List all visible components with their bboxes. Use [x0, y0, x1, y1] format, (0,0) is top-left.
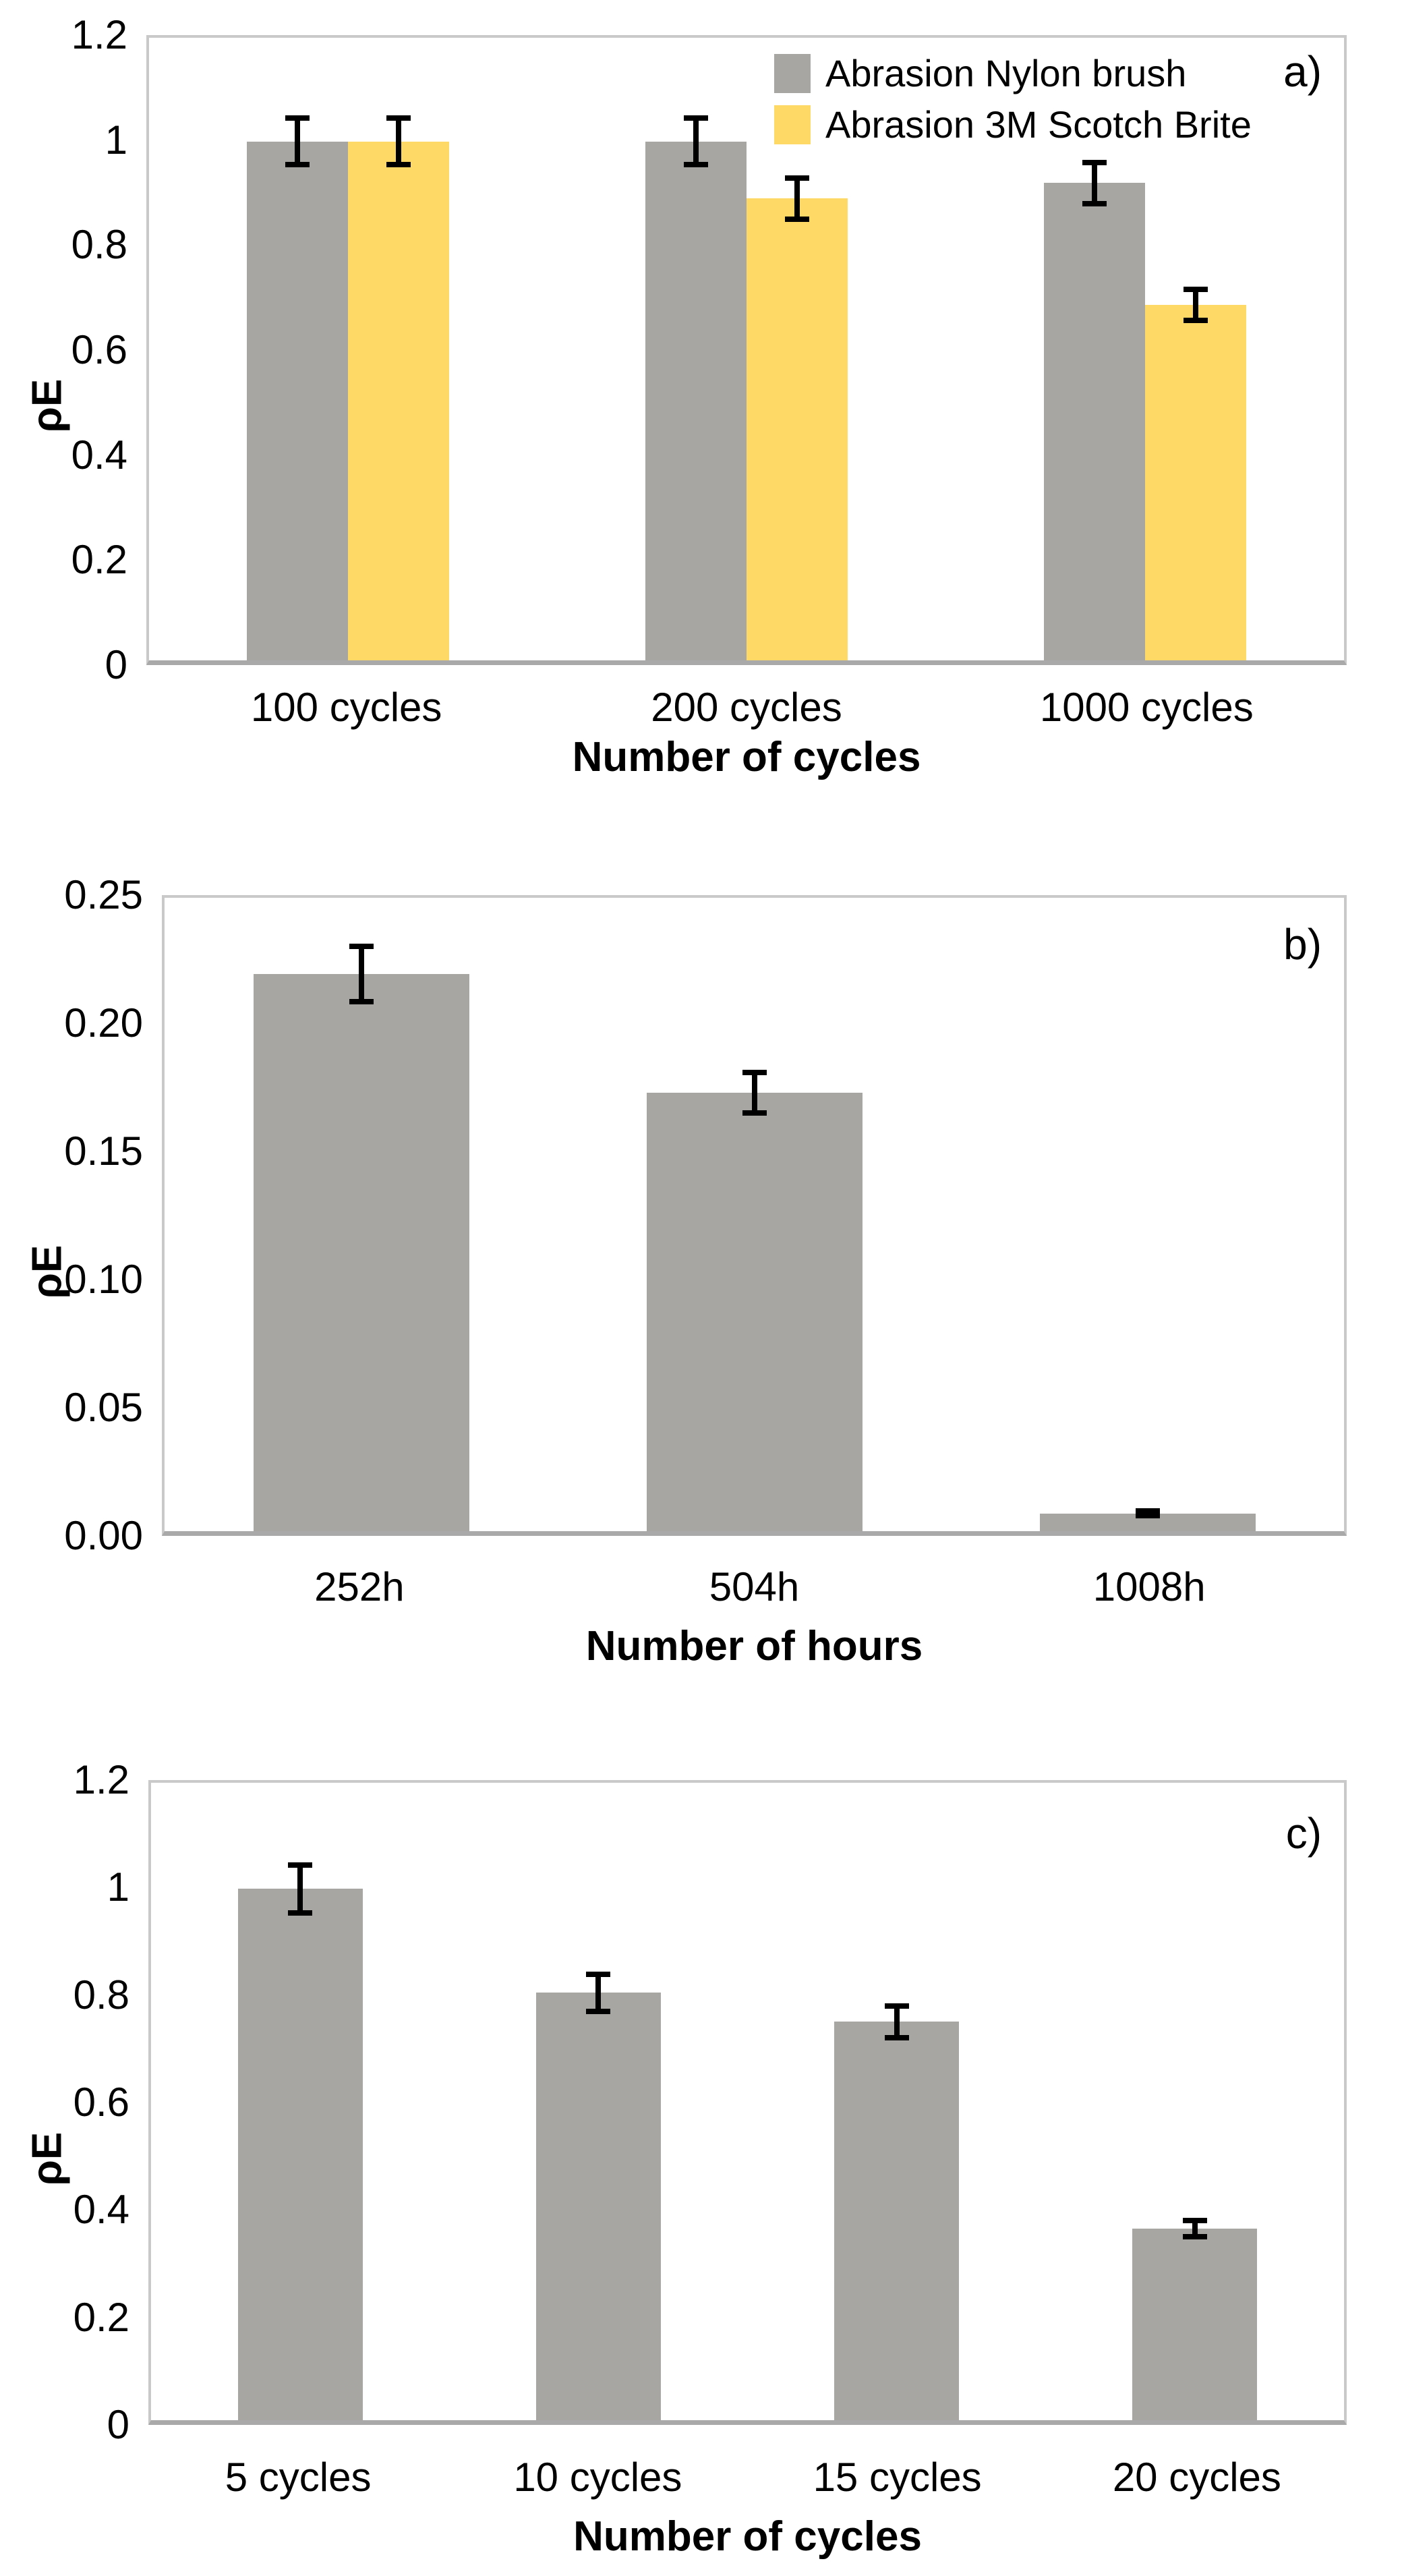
- legend-item: Abrasion 3M Scotch Brite: [774, 105, 1252, 144]
- y-tick-label: 0.6: [73, 2080, 129, 2125]
- plot-area: [162, 895, 1347, 1536]
- y-tick-label: 0.8: [73, 1972, 129, 2017]
- y-tick-label: 0: [107, 2402, 129, 2447]
- x-axis-title: Number of hours: [585, 1623, 923, 1669]
- x-axis-category-labels: 100 cycles 200 cycles 1000 cycles: [146, 685, 1347, 730]
- y-tick-label: 0.00: [64, 1513, 143, 1558]
- x-axis-category-labels: 252h 504h 1008h: [162, 1565, 1347, 1609]
- panel-letter: a): [1283, 47, 1322, 96]
- legend-label: Abrasion Nylon brush: [825, 52, 1187, 94]
- y-axis-title: ρE: [24, 378, 71, 433]
- y-tick-label: 1.2: [73, 1757, 129, 1802]
- x-category-label: 20 cycles: [1112, 2455, 1281, 2500]
- x-axis-title: Number of cycles: [572, 734, 921, 780]
- bar-series-5-cycles: [238, 1889, 363, 2420]
- x-category-label: 200 cycles: [651, 685, 842, 730]
- x-category-label: 252h: [314, 1564, 405, 1609]
- legend-label: Abrasion 3M Scotch Brite: [825, 103, 1252, 146]
- bar-abrasion-3m-scotch-brite-200-cycles: [747, 198, 848, 660]
- error-bar: [693, 115, 699, 167]
- bar-series-15-cycles: [834, 2022, 959, 2420]
- error-bar: [396, 115, 401, 167]
- x-category-label: 15 cycles: [813, 2455, 982, 2500]
- x-axis-category-labels: 5 cycles 10 cycles 15 cycles 20 cycles: [148, 2455, 1347, 2500]
- x-category-label: 504h: [709, 1564, 800, 1609]
- x-category-label: 1000 cycles: [1039, 685, 1254, 730]
- y-tick-label: 0.25: [64, 872, 143, 917]
- y-tick-label: 0.2: [73, 2295, 129, 2340]
- y-tick-label: 1: [107, 1864, 129, 1910]
- bar-abrasion-nylon-brush-1000-cycles: [1044, 183, 1145, 660]
- panel-letter: c): [1285, 1809, 1322, 1858]
- error-bar: [794, 175, 800, 222]
- y-tick-label: 1: [105, 117, 127, 163]
- bar-series-252h: [254, 974, 469, 1531]
- x-axis-title: Number of cycles: [573, 2513, 922, 2560]
- bar-series-10-cycles: [536, 1993, 661, 2420]
- legend: Abrasion Nylon brush Abrasion 3M Scotch B…: [774, 54, 1252, 144]
- y-tick-label: 0.6: [71, 327, 127, 372]
- y-tick-label: 0.4: [73, 2187, 129, 2232]
- error-bar: [297, 1862, 303, 1916]
- error-bar: [295, 115, 300, 167]
- plot-area: [148, 1780, 1347, 2425]
- legend-swatch-icon: [774, 105, 811, 144]
- bar-abrasion-nylon-brush-200-cycles: [645, 142, 747, 660]
- x-category-label: 1008h: [1092, 1564, 1206, 1609]
- y-tick-label: 0.15: [64, 1128, 143, 1174]
- x-category-label: 100 cycles: [250, 685, 442, 730]
- error-bar: [359, 944, 364, 1004]
- panel-letter: b): [1283, 920, 1322, 969]
- error-bar: [1192, 2218, 1198, 2239]
- x-category-label: 5 cycles: [225, 2455, 372, 2500]
- error-bar: [894, 2003, 900, 2040]
- plot-area: [146, 35, 1347, 665]
- y-tick-label: 0.2: [71, 537, 127, 582]
- error-bar: [1092, 160, 1097, 206]
- y-tick-label: 0.8: [71, 222, 127, 267]
- y-tick-label: 1.2: [71, 12, 127, 57]
- bar-abrasion-3m-scotch-brite-100-cycles: [348, 142, 449, 660]
- y-tick-label: 0.4: [71, 432, 127, 478]
- bar-series-504h: [647, 1093, 863, 1531]
- error-bar: [1145, 1508, 1150, 1518]
- x-category-label: 10 cycles: [513, 2455, 682, 2500]
- y-tick-label: 0: [105, 642, 127, 687]
- error-bar: [752, 1070, 757, 1116]
- y-tick-label: 0.05: [64, 1385, 143, 1430]
- error-bar: [595, 1972, 601, 2014]
- y-tick-label: 0.20: [64, 1000, 143, 1046]
- y-tick-label: 0.10: [64, 1257, 143, 1302]
- y-axis-title: ρE: [24, 2131, 71, 2186]
- legend-item: Abrasion Nylon brush: [774, 54, 1252, 93]
- bar-abrasion-nylon-brush-100-cycles: [247, 142, 348, 660]
- legend-swatch-icon: [774, 54, 811, 93]
- error-bar: [1193, 287, 1198, 323]
- bar-series-20-cycles: [1132, 2229, 1257, 2420]
- bar-abrasion-3m-scotch-brite-1000-cycles: [1145, 305, 1246, 660]
